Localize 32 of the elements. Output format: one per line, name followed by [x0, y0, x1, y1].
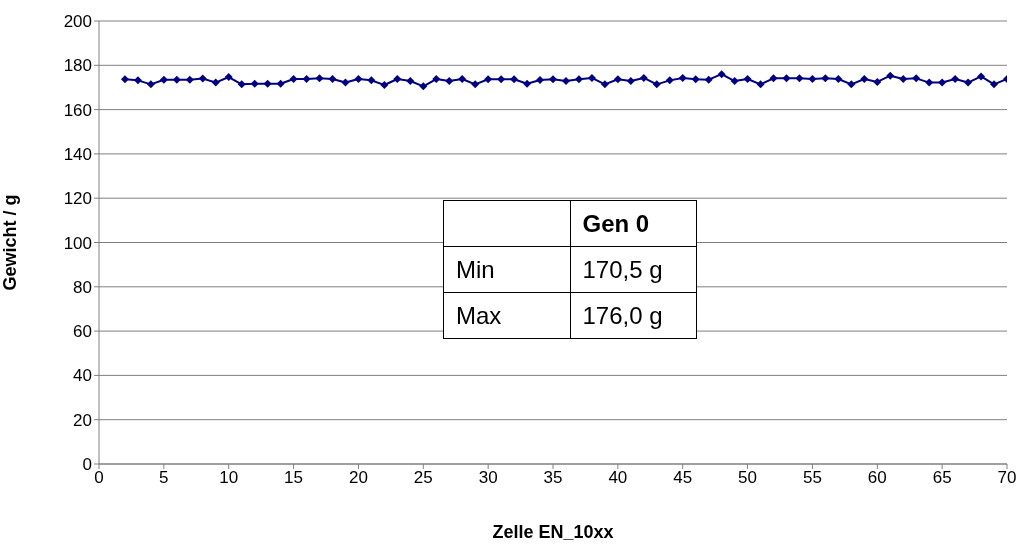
y-tick-label: 200 — [63, 12, 92, 32]
x-tick-label: 30 — [478, 468, 498, 488]
x-tick-label: 35 — [543, 468, 563, 488]
x-tick-label: 10 — [219, 468, 239, 488]
annotation: 176,0 g — [570, 292, 697, 339]
x-tick-label: 20 — [348, 468, 368, 488]
y-tick-label: 20 — [73, 410, 92, 430]
y-tick-label: 40 — [73, 366, 92, 386]
x-axis-title: Zelle EN_10xx — [492, 522, 614, 542]
annotation: Min — [443, 246, 570, 293]
annotation: Max — [443, 292, 570, 339]
x-tick-label: 70 — [997, 468, 1017, 488]
y-tick-label: 100 — [63, 233, 92, 253]
x-tick-label: 65 — [932, 468, 952, 488]
y-tick-label: 80 — [73, 277, 92, 297]
annotation: Gen 0 — [570, 200, 697, 247]
y-tick-label: 140 — [63, 144, 92, 164]
x-tick-label: 25 — [413, 468, 433, 488]
y-tick-label: 180 — [63, 56, 92, 76]
x-tick-label: 50 — [738, 468, 758, 488]
x-tick-label: 45 — [673, 468, 693, 488]
x-tick-label: 60 — [867, 468, 887, 488]
x-tick-label: 55 — [802, 468, 822, 488]
x-tick-label: 15 — [284, 468, 304, 488]
y-tick-label: 160 — [63, 100, 92, 120]
y-tick-label: 60 — [73, 322, 92, 342]
annotation: 170,5 g — [570, 246, 697, 293]
y-tick-label: 0 — [82, 455, 92, 475]
x-tick-label: 5 — [159, 468, 169, 488]
x-tick-label: 40 — [608, 468, 628, 488]
y-tick-label: 120 — [63, 189, 92, 209]
y-axis-title: Gewicht / g — [0, 194, 21, 291]
